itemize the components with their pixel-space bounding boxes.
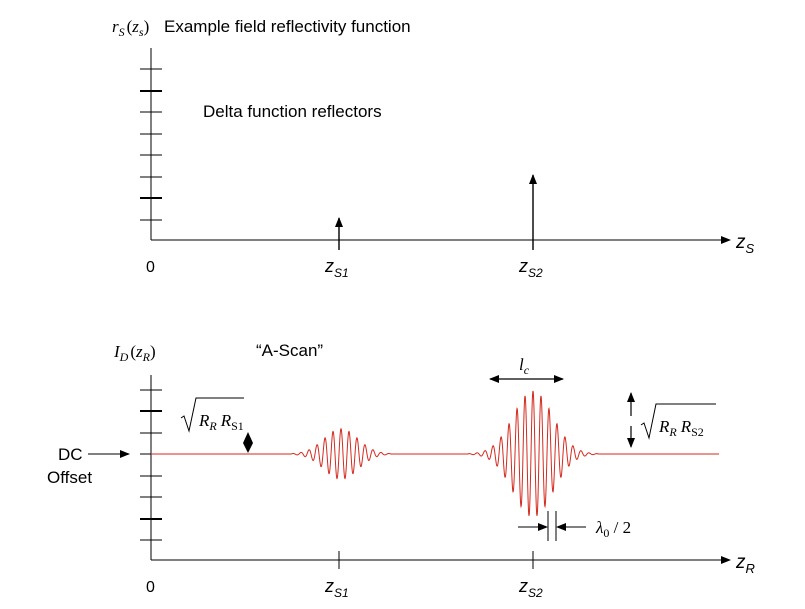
dc-offset-line2: Offset	[47, 468, 92, 487]
interferogram-signal	[151, 390, 719, 516]
bottom-origin-label: 0	[146, 579, 155, 596]
delta-annotation: Delta function reflectors	[203, 102, 382, 121]
top-marker-zs2: zS2	[518, 256, 543, 280]
top-origin-label: 0	[146, 259, 155, 276]
bottom-marker-zs2: zS2	[518, 576, 543, 600]
bottom-marker-zs1: zS1	[324, 576, 349, 600]
coherence-length-label: lc	[519, 355, 530, 377]
diamond-marker	[243, 432, 253, 453]
top-marker-zs1: zS1	[324, 256, 349, 280]
sqrt-symbol-s2	[640, 403, 716, 440]
wavelength-label: λ0 / 2	[595, 518, 631, 540]
sqrt-symbol-s1	[180, 397, 244, 433]
sqrt-s2-text: RR RS2	[658, 417, 704, 439]
top-x-axis-label: zS	[735, 232, 755, 256]
amplitude-label-s2: RR RS2	[640, 403, 716, 440]
top-y-ticks	[140, 68, 162, 221]
bottom-x-axis-label: zR	[735, 552, 755, 576]
bottom-title: “A-Scan”	[256, 341, 323, 360]
amplitude-label-s1: RR RS1	[180, 397, 253, 453]
sqrt-s1-text: RR RS1	[198, 411, 244, 433]
top-panel: rS (zs) Example field reflectivity functi…	[112, 17, 755, 280]
bottom-y-axis-label: ID (zR)	[113, 342, 156, 364]
top-y-axis-label: rS (zs)	[112, 17, 149, 39]
dc-offset-line1: DC	[58, 445, 83, 464]
top-title: Example field reflectivity function	[164, 17, 411, 36]
bottom-panel: ID (zR) “A-Scan” zR 0 zS1 zS2 DC Offset R…	[47, 341, 755, 600]
